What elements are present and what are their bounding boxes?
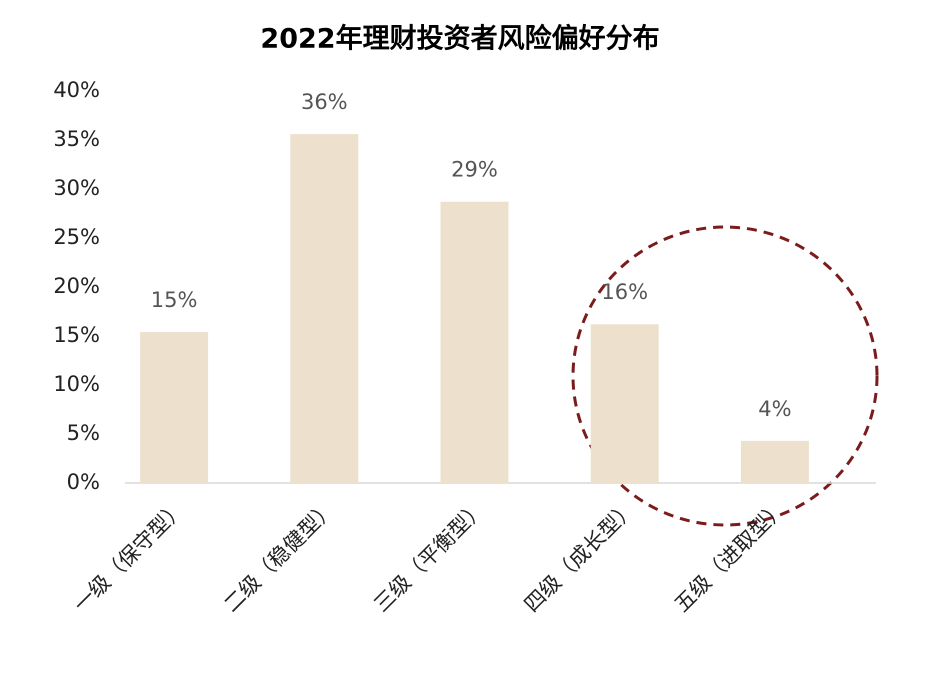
y-tick-label: 25% xyxy=(53,225,100,249)
chart-title: 2022年理财投资者风险偏好分布 xyxy=(260,23,659,55)
y-tick-label: 0% xyxy=(67,470,100,494)
bar xyxy=(740,440,809,483)
y-tick-label: 35% xyxy=(53,127,100,151)
y-tick-label: 40% xyxy=(53,78,100,102)
bar xyxy=(440,201,509,484)
x-tick-label: 三级（平衡型） xyxy=(369,496,490,617)
x-tick-label: 二级（稳健型） xyxy=(219,496,340,617)
highlight-circle xyxy=(571,225,879,527)
y-tick-label: 15% xyxy=(53,323,100,347)
value-label: 36% xyxy=(301,90,348,114)
bar xyxy=(140,332,209,483)
y-tick-label: 20% xyxy=(53,274,100,298)
value-label: 29% xyxy=(451,158,498,182)
x-tick-label: 五级（进取型） xyxy=(670,496,791,617)
y-tick-label: 10% xyxy=(53,372,100,396)
bar xyxy=(590,324,659,483)
y-tick-label: 30% xyxy=(53,176,100,200)
value-label: 15% xyxy=(151,288,198,312)
x-tick-label: 四级（成长型） xyxy=(520,496,641,617)
x-tick-label: 一级（保守型） xyxy=(69,496,190,617)
y-tick-label: 5% xyxy=(67,421,100,445)
value-label: 4% xyxy=(758,397,791,421)
bar xyxy=(290,134,359,483)
value-label: 16% xyxy=(601,280,648,304)
